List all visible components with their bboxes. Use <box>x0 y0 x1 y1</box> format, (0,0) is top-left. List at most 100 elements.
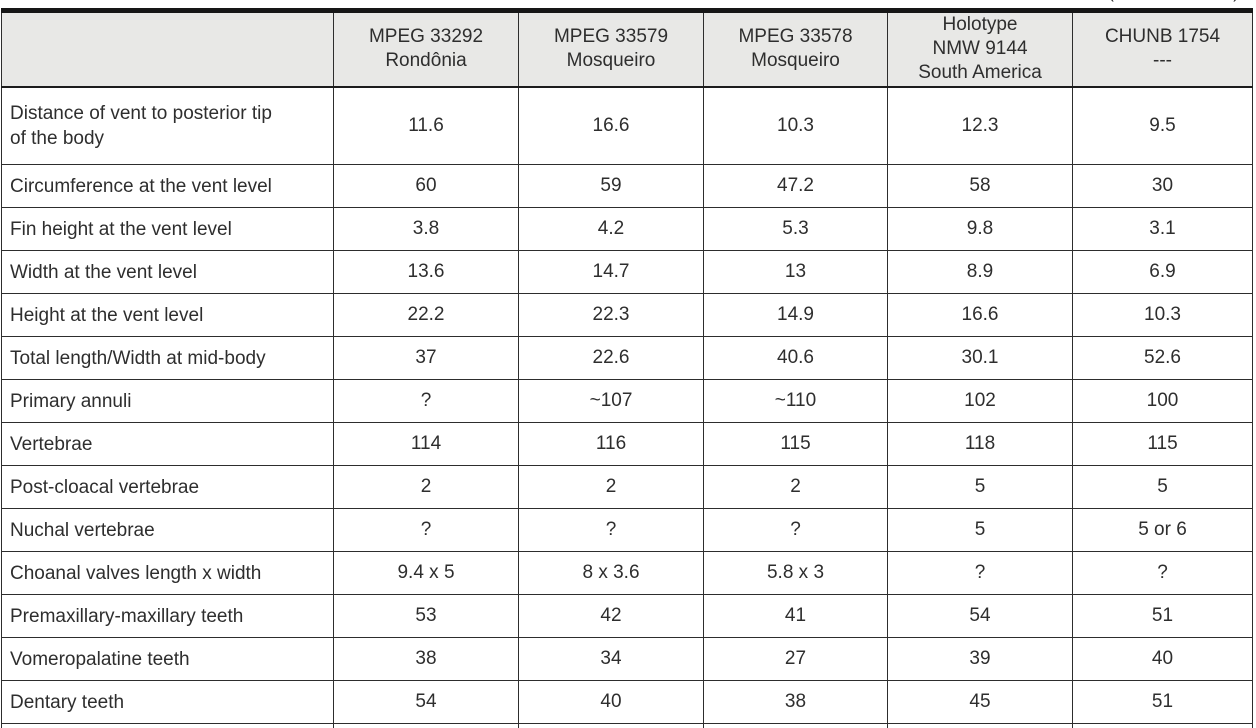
header-line: NMW 9144 <box>932 38 1028 60</box>
cell-value: 9.4 x 5 <box>333 551 519 595</box>
cell-value: 5 <box>887 508 1073 552</box>
cell-value: 5.3 <box>703 207 888 251</box>
table-row: Premaxillary-maxillary teeth 53 42 41 54… <box>1 594 1253 638</box>
table-row: Total length/Width at mid-body 37 22.6 4… <box>1 336 1253 380</box>
cell-value: 53 <box>333 594 519 638</box>
table-row: Vomeropalatine teeth 38 34 27 39 40 <box>1 637 1253 681</box>
row-label: Premaxillary-maxillary teeth <box>1 594 334 638</box>
cell-value: 40 <box>1072 637 1253 681</box>
row-label: Fin height at the vent level <box>1 207 334 251</box>
cell-value: 39 <box>887 637 1073 681</box>
row-label: Width at the vent level <box>1 250 334 294</box>
cell-value: 13 <box>703 250 888 294</box>
cell-value: 40 <box>518 680 704 724</box>
cell-value: 100 <box>1072 379 1253 423</box>
cell-value: 12.3 <box>887 86 1073 165</box>
header-col-mpeg-33579: MPEG 33579 Mosqueiro <box>518 10 704 88</box>
cell-value: 34 <box>518 637 704 681</box>
cell-value: 118 <box>887 422 1073 466</box>
cell-value: 2 <box>703 465 888 509</box>
cell-value: 10.3 <box>1072 293 1253 337</box>
cell-value: ~107 <box>518 379 704 423</box>
cell-value: 3.8 <box>333 207 519 251</box>
cell-value: 22.2 <box>333 293 519 337</box>
header-col-mpeg-33578: MPEG 33578 Mosqueiro <box>703 10 888 88</box>
header-line: Mosqueiro <box>751 50 840 72</box>
cell-value: 5 or 6 <box>1072 508 1253 552</box>
cell-value: 4.2 <box>518 207 704 251</box>
table-row: Vertebrae 114 116 115 118 115 <box>1 422 1253 466</box>
cell-value: 51 <box>1072 594 1253 638</box>
table-row: Height at the vent level 22.2 22.3 14.9 … <box>1 293 1253 337</box>
cell-value: 40.6 <box>703 336 888 380</box>
cell-value: 47.2 <box>703 164 888 208</box>
table-row: Dentary teeth 54 40 38 45 51 <box>1 680 1253 724</box>
cell-value: 9.8 <box>887 207 1073 251</box>
cell-value: 5 <box>887 465 1073 509</box>
cell-value: 41 <box>703 594 888 638</box>
table-row: Choanal valves length x width 9.4 x 5 8 … <box>1 551 1253 595</box>
table-row: Primary annuli ? ~107 ~110 102 100 <box>1 379 1253 423</box>
cell-value: 37 <box>1072 723 1253 728</box>
row-label: Splenial teeth <box>1 723 334 728</box>
cell-value: 42 <box>518 594 704 638</box>
cell-value: 54 <box>333 680 519 724</box>
row-label: Nuchal vertebrae <box>1 508 334 552</box>
cell-value: 115 <box>1072 422 1253 466</box>
cell-value: 60 <box>333 164 519 208</box>
row-label: Primary annuli <box>1 379 334 423</box>
cell-value: 5.8 x 3 <box>703 551 888 595</box>
continued-text-fragment: (continued) <box>1102 0 1250 4</box>
header-line: South America <box>918 62 1042 84</box>
cell-value: 37 <box>887 723 1073 728</box>
cell-value: 38 <box>703 680 888 724</box>
cell-value: 22.3 <box>518 293 704 337</box>
specimen-measurements-table: MPEG 33292 Rondônia MPEG 33579 Mosqueiro… <box>1 8 1253 728</box>
cell-value: 13.6 <box>333 250 519 294</box>
cell-value: 10.3 <box>703 86 888 165</box>
cell-value: ? <box>703 508 888 552</box>
cell-value: 45 <box>887 680 1073 724</box>
header-line: MPEG 33292 <box>368 26 484 48</box>
table-row: Splenial teeth 39 32 26 37 37 <box>1 723 1253 728</box>
row-label: Vertebrae <box>1 422 334 466</box>
header-row: MPEG 33292 Rondônia MPEG 33579 Mosqueiro… <box>1 10 1253 88</box>
row-label: Distance of vent to posterior tip of the… <box>1 86 334 165</box>
cell-value: 58 <box>887 164 1073 208</box>
cell-value: ? <box>333 379 519 423</box>
row-label: Total length/Width at mid-body <box>1 336 334 380</box>
cell-value: 8 x 3.6 <box>518 551 704 595</box>
cell-value: ? <box>333 508 519 552</box>
header-line: CHUNB 1754 <box>1104 26 1221 48</box>
table-row: Fin height at the vent level 3.8 4.2 5.3… <box>1 207 1253 251</box>
row-label: Dentary teeth <box>1 680 334 724</box>
header-line: --- <box>1153 50 1172 72</box>
cell-value: 116 <box>518 422 704 466</box>
cell-value: ? <box>1072 551 1253 595</box>
row-label: Height at the vent level <box>1 293 334 337</box>
table-row: Width at the vent level 13.6 14.7 13 8.9… <box>1 250 1253 294</box>
cell-value: 59 <box>518 164 704 208</box>
cell-value: 14.7 <box>518 250 704 294</box>
cell-value: 51 <box>1072 680 1253 724</box>
row-label: Choanal valves length x width <box>1 551 334 595</box>
cell-value: 5 <box>1072 465 1253 509</box>
cell-value: 3.1 <box>1072 207 1253 251</box>
header-line: MPEG 33578 <box>738 26 853 48</box>
header-col-holotype-nmw-9144: Holotype NMW 9144 South America <box>887 10 1073 88</box>
continued-text: (continued) <box>1102 0 1250 3</box>
table-row: Post-cloacal vertebrae 2 2 2 5 5 <box>1 465 1253 509</box>
cell-value: ? <box>518 508 704 552</box>
cell-value: 2 <box>333 465 519 509</box>
cell-value: 9.5 <box>1072 86 1253 165</box>
cell-value: ~110 <box>703 379 888 423</box>
cell-value: ? <box>887 551 1073 595</box>
cell-value: 26 <box>703 723 888 728</box>
cell-value: 37 <box>333 336 519 380</box>
cell-value: 14.9 <box>703 293 888 337</box>
header-col-chunb-1754: CHUNB 1754 --- <box>1072 10 1253 88</box>
cell-value: 8.9 <box>887 250 1073 294</box>
table-row: Circumference at the vent level 60 59 47… <box>1 164 1253 208</box>
cell-value: 102 <box>887 379 1073 423</box>
table-row: Distance of vent to posterior tip of the… <box>1 86 1253 165</box>
